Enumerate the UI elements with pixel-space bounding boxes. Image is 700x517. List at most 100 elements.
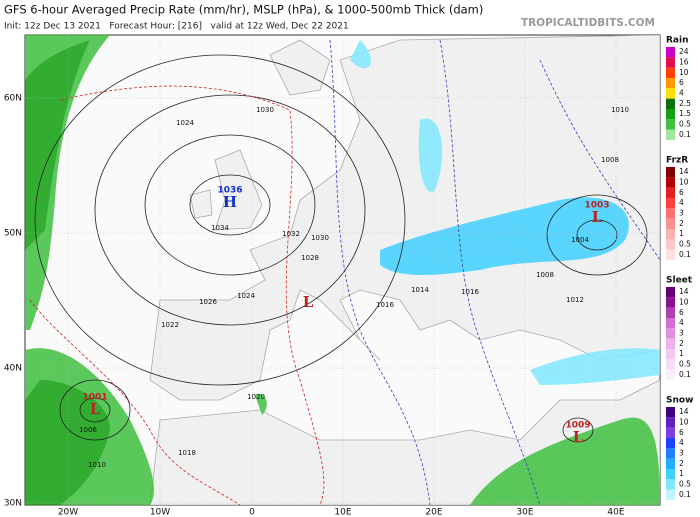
lat-label: 40N xyxy=(4,364,22,374)
legend-swatch xyxy=(666,57,675,68)
legend-tick: 3 xyxy=(679,209,684,218)
legend-swatch xyxy=(666,417,675,428)
isobar-labels: 1024 1030 1034 1032 1030 1028 1026 1024 1022 1020… xyxy=(79,106,629,469)
legend-swatch xyxy=(666,349,675,360)
legend-tick: 0.1 xyxy=(679,250,691,259)
map-content: 1024 1030 1034 1032 1030 1028 1026 1024 1022 1020… xyxy=(25,35,660,505)
isobar-label: 1034 xyxy=(211,224,229,232)
isobar-label: 1014 xyxy=(411,286,429,294)
lon-label: 20E xyxy=(425,508,442,517)
legend-tick: 1 xyxy=(679,349,684,358)
legend-swatch xyxy=(666,67,675,78)
legend-tick: 0.5 xyxy=(679,360,691,369)
legend-title: Rain xyxy=(666,36,689,46)
legend-tick: 14 xyxy=(679,287,689,296)
legend-tick: 14 xyxy=(679,167,689,176)
center-symbol: L xyxy=(303,293,314,311)
legend-swatch xyxy=(666,407,675,418)
isobar-label: 1010 xyxy=(88,461,106,469)
legend-swatch xyxy=(666,218,675,229)
legend-swatch xyxy=(666,129,675,140)
isobar-label: 1024 xyxy=(176,119,194,127)
legend-tick: 3 xyxy=(679,329,684,338)
lon-label: 0 xyxy=(249,508,255,517)
legend-swatch xyxy=(666,297,675,308)
legend-tick: 1.5 xyxy=(679,109,691,118)
legend-swatch xyxy=(666,427,675,438)
legend-tick: 0.1 xyxy=(679,490,691,499)
legend-swatch xyxy=(666,239,675,250)
lat-label: 50N xyxy=(4,229,22,239)
legend-tick: 2 xyxy=(679,339,684,348)
legend-tick: 6 xyxy=(679,308,684,317)
thickness-lines xyxy=(329,39,660,505)
legend-swatch xyxy=(666,489,675,500)
legend-swatch xyxy=(666,338,675,349)
legend-tick: 10 xyxy=(679,298,689,307)
center-symbol: L xyxy=(573,428,584,446)
subtitle: Init: 12z Dec 13 2021 Forecast Hour: [21… xyxy=(4,22,349,32)
center-pressure: 1036 xyxy=(217,186,242,196)
isobar-label: 1030 xyxy=(311,234,329,242)
legend-title: Sleet xyxy=(666,276,693,286)
legend-tick: 24 xyxy=(679,47,689,56)
isobar-label: 1028 xyxy=(301,254,319,262)
isobar-label: 1032 xyxy=(282,230,300,238)
legend-swatch xyxy=(666,328,675,339)
legend-tick: 2 xyxy=(679,219,684,228)
lat-label: 30N xyxy=(4,499,22,509)
isobar-label: 1004 xyxy=(571,236,589,244)
legend-swatch xyxy=(666,448,675,459)
legend-tick: 1 xyxy=(679,229,684,238)
legend-swatch xyxy=(666,187,675,198)
graticule xyxy=(25,35,660,505)
legend-swatch xyxy=(666,359,675,370)
legend-tick: 6 xyxy=(679,428,684,437)
center-symbol: L xyxy=(592,208,603,226)
legend-tick: 0.1 xyxy=(679,370,691,379)
legend-tick: 3 xyxy=(679,449,684,458)
legend-tick: 10 xyxy=(679,178,689,187)
isobar-label: 1018 xyxy=(178,449,196,457)
legend-tick: 10 xyxy=(679,68,689,77)
legend-swatch xyxy=(666,47,675,58)
legend-tick: 6 xyxy=(679,78,684,87)
legend-swatch xyxy=(666,177,675,188)
isobar-label: 1022 xyxy=(161,321,179,329)
isobar-label: 1012 xyxy=(566,296,584,304)
lon-label: 10E xyxy=(334,508,351,517)
legend-swatch xyxy=(666,479,675,490)
isobar-label: 1006 xyxy=(79,426,97,434)
legend-swatch xyxy=(666,229,675,240)
legend-swatch xyxy=(666,287,675,298)
legend-tick: 1 xyxy=(679,469,684,478)
legend-swatch xyxy=(666,458,675,469)
isobar-label: 1016 xyxy=(376,301,394,309)
legend-tick: 0.5 xyxy=(679,120,691,129)
legend-tick: 4 xyxy=(679,438,684,447)
legend-tick: 2 xyxy=(679,459,684,468)
lon-label: 30E xyxy=(516,508,533,517)
map: 1024 1030 1034 1032 1030 1028 1026 1024 1022 1020… xyxy=(4,34,661,517)
legend-tick: 10 xyxy=(679,418,689,427)
legend-tick: 4 xyxy=(679,318,684,327)
legend-tick: 16 xyxy=(679,58,689,67)
legend-swatch xyxy=(666,78,675,89)
thickness-lines-warm xyxy=(29,85,325,505)
lon-label: 10W xyxy=(150,508,170,517)
legend-tick: 14 xyxy=(679,407,689,416)
isobars xyxy=(34,54,648,443)
center-pressure: 1009 xyxy=(565,421,590,431)
legend-tick: 4 xyxy=(679,198,684,207)
legend-swatch xyxy=(666,167,675,178)
legend-swatch xyxy=(666,198,675,209)
legend-tick: 0.1 xyxy=(679,130,691,139)
center-symbol: H xyxy=(223,193,237,211)
lon-label: 20W xyxy=(58,508,78,517)
legend-swatch xyxy=(666,307,675,318)
legend-swatch xyxy=(666,208,675,219)
isobar-label: 1030 xyxy=(256,106,274,114)
title: GFS 6-hour Averaged Precip Rate (mm/hr),… xyxy=(4,3,483,17)
